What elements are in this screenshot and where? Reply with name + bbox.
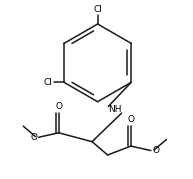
- Text: NH: NH: [108, 105, 122, 114]
- Text: O: O: [55, 102, 62, 111]
- Text: O: O: [127, 115, 134, 124]
- Text: O: O: [31, 133, 38, 142]
- Text: O: O: [152, 146, 159, 155]
- Text: Cl: Cl: [44, 78, 53, 87]
- Text: Cl: Cl: [93, 5, 102, 14]
